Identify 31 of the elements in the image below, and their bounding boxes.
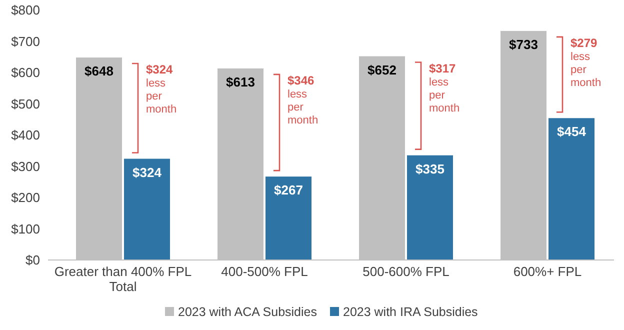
y-tick-label: $600 xyxy=(11,65,40,80)
x-tick-label: 400-500% FPL xyxy=(221,264,308,279)
y-tick-label: $200 xyxy=(11,190,40,205)
x-tick-label: Greater than 400% FPL Total xyxy=(54,264,192,294)
bar xyxy=(548,118,594,260)
x-tick-label: 600%+ FPL xyxy=(513,264,582,279)
data-label: $733 xyxy=(509,36,538,52)
data-label: $335 xyxy=(416,161,444,176)
y-tick-label: $100 xyxy=(11,221,40,236)
x-tick-label: 500-600% FPL xyxy=(362,264,450,279)
y-tick-label: $0 xyxy=(26,252,40,268)
data-label: $648 xyxy=(84,64,114,78)
bar xyxy=(266,176,312,260)
bar xyxy=(124,158,170,260)
y-tick-label: $700 xyxy=(11,34,40,49)
legend-label: 2023 with IRA Subsidies xyxy=(343,305,478,319)
annotation: $346 less per month xyxy=(288,73,318,126)
y-tick-label: $500 xyxy=(11,96,40,112)
data-label: $267 xyxy=(274,182,303,198)
data-label: $454 xyxy=(557,124,587,140)
y-tick-label: $800 xyxy=(11,2,40,18)
data-label: $613 xyxy=(226,74,255,90)
y-tick-label: $400 xyxy=(11,128,40,142)
data-label: $652 xyxy=(368,62,396,78)
legend-label: 2023 with ACA Subsidies xyxy=(178,305,317,319)
annotation: $317 less per month xyxy=(429,61,460,114)
annotation: $279 less per month xyxy=(570,36,602,89)
data-label: $324 xyxy=(132,164,162,180)
y-tick-label: $300 xyxy=(11,158,40,174)
bar xyxy=(407,155,453,260)
annotation: $324 less per month xyxy=(146,62,177,116)
